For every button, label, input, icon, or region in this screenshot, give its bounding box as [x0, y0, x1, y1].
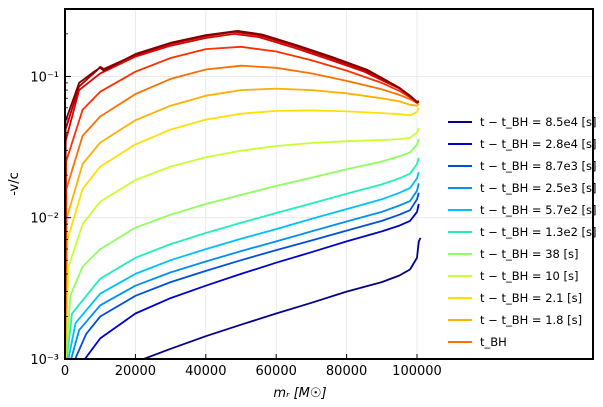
series-line — [65, 45, 420, 359]
legend-label: t − t_BH = 2.1 [s] — [480, 291, 582, 305]
axis-ticks: 0 20000 40000 60000 80000 100000 10⁻³ 10⁻² 10⁻¹ — [30, 33, 442, 379]
y-tick-label: 10⁻² — [30, 212, 59, 227]
series-line — [65, 30, 420, 359]
y-tick-label: 10⁻¹ — [30, 70, 59, 85]
x-tick-label: 40000 — [185, 364, 226, 379]
legend-label: t − t_BH = 2.5e3 [s] — [480, 181, 597, 195]
legend: t − t_BH = 8.5e4 [s] t − t_BH = 2.8e4 [s]… — [448, 115, 597, 349]
series-line — [67, 171, 420, 359]
series-line — [65, 107, 420, 359]
x-tick-label: 0 — [61, 364, 69, 379]
legend-label: t − t_BH = 8.5e4 [s] — [480, 115, 597, 129]
series-line — [65, 64, 420, 359]
legend-label: t − t_BH = 10 [s] — [480, 269, 578, 283]
x-tick-label: 100000 — [392, 364, 442, 379]
y-tick-label: 10⁻³ — [30, 353, 59, 368]
series-lines — [65, 30, 422, 359]
series-line — [74, 192, 420, 359]
series-line — [65, 138, 420, 359]
x-tick-label: 20000 — [115, 364, 156, 379]
legend-label: t − t_BH = 8.7e3 [s] — [480, 159, 597, 173]
x-axis-label: mᵣ [M☉] — [273, 386, 326, 401]
legend-label: t_BH — [480, 335, 507, 349]
series-line — [70, 183, 420, 359]
plot-frame — [64, 8, 594, 360]
series-line — [65, 157, 420, 359]
y-axis-label: -v/c — [7, 172, 22, 196]
legend-label: t − t_BH = 38 [s] — [480, 247, 578, 261]
legend-label: t − t_BH = 5.7e2 [s] — [480, 203, 597, 217]
series-line — [83, 203, 420, 359]
series-line — [65, 127, 420, 359]
legend-label: t − t_BH = 1.8 [s] — [480, 313, 582, 327]
series-line — [65, 33, 420, 359]
legend-label: t − t_BH = 1.3e2 [s] — [480, 225, 597, 239]
series-line — [65, 87, 420, 359]
series-line — [141, 237, 422, 359]
x-tick-label: 60000 — [256, 364, 297, 379]
x-tick-label: 80000 — [326, 364, 367, 379]
legend-label: t − t_BH = 2.8e4 [s] — [480, 137, 597, 151]
